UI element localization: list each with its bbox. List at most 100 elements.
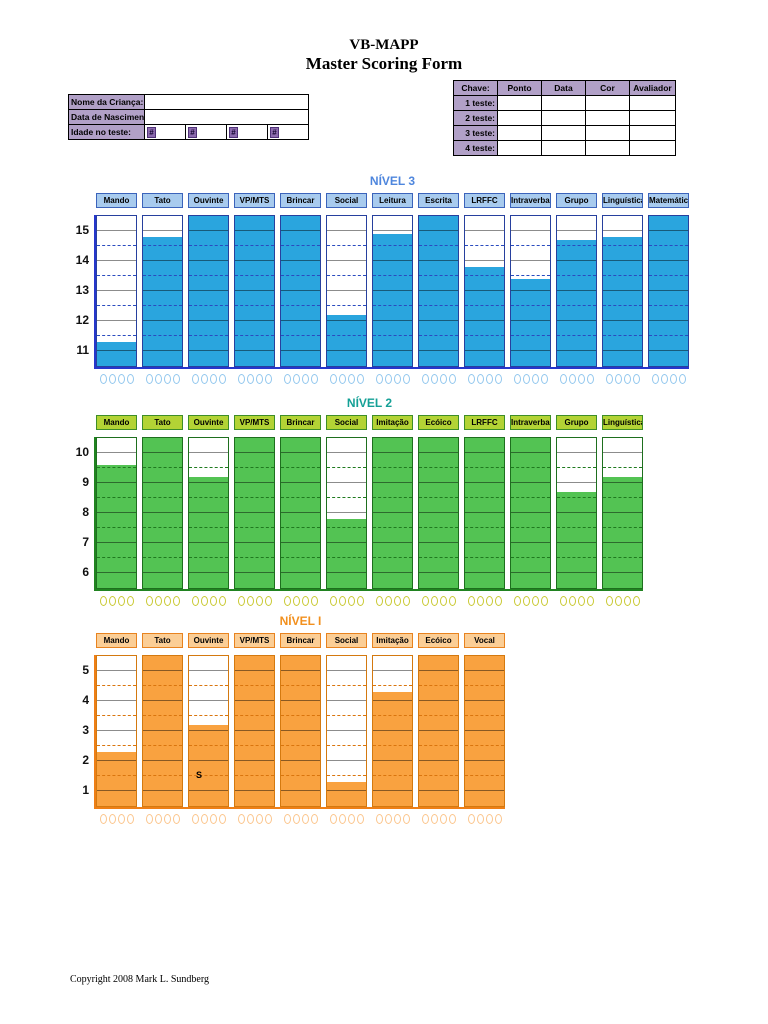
test-oval[interactable] — [126, 374, 134, 384]
test-oval[interactable] — [117, 814, 125, 824]
test-oval[interactable] — [301, 596, 309, 606]
test-oval[interactable] — [329, 596, 337, 606]
score-column-ouvinte[interactable] — [188, 437, 229, 589]
test-oval[interactable] — [651, 374, 659, 384]
test-oval[interactable] — [485, 374, 493, 384]
key-cell-3-avaliador[interactable] — [629, 125, 676, 141]
score-column-ecoico[interactable] — [418, 655, 459, 807]
score-column-brincar[interactable] — [280, 215, 321, 367]
test-oval[interactable] — [237, 596, 245, 606]
test-oval[interactable] — [384, 374, 392, 384]
test-oval[interactable] — [375, 814, 383, 824]
test-oval[interactable] — [393, 374, 401, 384]
score-column-vp-mts[interactable] — [234, 655, 275, 807]
test-oval[interactable] — [623, 374, 631, 384]
test-oval[interactable] — [448, 596, 456, 606]
test-oval[interactable] — [467, 374, 475, 384]
test-oval[interactable] — [237, 374, 245, 384]
score-column-linguistica[interactable] — [602, 437, 643, 589]
test-oval[interactable] — [559, 374, 567, 384]
test-age-input-3[interactable]: # — [226, 124, 268, 140]
score-column-tato[interactable] — [142, 437, 183, 589]
test-oval[interactable] — [246, 374, 254, 384]
test-oval[interactable] — [476, 814, 484, 824]
test-oval[interactable] — [494, 374, 502, 384]
test-oval[interactable] — [310, 814, 318, 824]
score-column-lrffc[interactable] — [464, 437, 505, 589]
test-oval[interactable] — [531, 596, 539, 606]
key-cell-1-data[interactable] — [541, 95, 586, 111]
test-oval[interactable] — [347, 814, 355, 824]
test-oval[interactable] — [200, 596, 208, 606]
test-oval[interactable] — [623, 596, 631, 606]
test-oval[interactable] — [430, 596, 438, 606]
test-oval[interactable] — [209, 596, 217, 606]
score-column-mando[interactable] — [96, 437, 137, 589]
test-oval[interactable] — [540, 374, 548, 384]
test-oval[interactable] — [108, 374, 116, 384]
test-oval[interactable] — [430, 814, 438, 824]
score-column-mando[interactable] — [96, 655, 137, 807]
test-oval[interactable] — [632, 374, 640, 384]
key-cell-2-avaliador[interactable] — [629, 110, 676, 126]
score-column-grupo[interactable] — [556, 437, 597, 589]
test-oval[interactable] — [421, 374, 429, 384]
test-oval[interactable] — [154, 814, 162, 824]
score-column-intraverbal[interactable] — [510, 215, 551, 367]
test-oval[interactable] — [191, 374, 199, 384]
key-cell-4-data[interactable] — [541, 140, 586, 156]
test-oval[interactable] — [384, 814, 392, 824]
test-age-input-2[interactable]: # — [185, 124, 227, 140]
test-oval[interactable] — [669, 374, 677, 384]
test-oval[interactable] — [301, 814, 309, 824]
score-column-ouvinte[interactable] — [188, 215, 229, 367]
test-oval[interactable] — [218, 374, 226, 384]
test-oval[interactable] — [283, 596, 291, 606]
test-oval[interactable] — [292, 596, 300, 606]
test-oval[interactable] — [522, 596, 530, 606]
score-column-escrita[interactable] — [418, 215, 459, 367]
test-oval[interactable] — [145, 374, 153, 384]
test-oval[interactable] — [513, 596, 521, 606]
test-oval[interactable] — [439, 814, 447, 824]
score-column-tato[interactable] — [142, 655, 183, 807]
test-oval[interactable] — [255, 814, 263, 824]
test-oval[interactable] — [117, 374, 125, 384]
test-oval[interactable] — [375, 596, 383, 606]
test-oval[interactable] — [494, 814, 502, 824]
key-cell-3-ponto[interactable] — [497, 125, 542, 141]
score-column-lrffc[interactable] — [464, 215, 505, 367]
test-oval[interactable] — [99, 596, 107, 606]
test-oval[interactable] — [218, 596, 226, 606]
test-oval[interactable] — [531, 374, 539, 384]
key-cell-4-avaliador[interactable] — [629, 140, 676, 156]
test-oval[interactable] — [237, 814, 245, 824]
test-oval[interactable] — [393, 814, 401, 824]
test-oval[interactable] — [329, 814, 337, 824]
score-column-ecoico[interactable] — [418, 437, 459, 589]
score-column-imitacao[interactable] — [372, 655, 413, 807]
test-oval[interactable] — [568, 596, 576, 606]
test-oval[interactable] — [292, 814, 300, 824]
test-oval[interactable] — [540, 596, 548, 606]
test-oval[interactable] — [678, 374, 686, 384]
score-column-vp-mts[interactable] — [234, 437, 275, 589]
score-column-brincar[interactable] — [280, 437, 321, 589]
score-column-grupo[interactable] — [556, 215, 597, 367]
test-oval[interactable] — [255, 596, 263, 606]
key-cell-3-data[interactable] — [541, 125, 586, 141]
test-oval[interactable] — [200, 374, 208, 384]
score-column-mando[interactable] — [96, 215, 137, 367]
test-oval[interactable] — [494, 596, 502, 606]
test-oval[interactable] — [191, 596, 199, 606]
test-age-input-4[interactable]: # — [267, 124, 309, 140]
test-oval[interactable] — [356, 374, 364, 384]
test-oval[interactable] — [439, 374, 447, 384]
key-cell-3-cor[interactable] — [585, 125, 630, 141]
test-oval[interactable] — [393, 596, 401, 606]
test-age-input-1[interactable]: # — [144, 124, 186, 140]
score-column-tato[interactable] — [142, 215, 183, 367]
test-oval[interactable] — [283, 814, 291, 824]
test-oval[interactable] — [172, 596, 180, 606]
test-oval[interactable] — [338, 374, 346, 384]
